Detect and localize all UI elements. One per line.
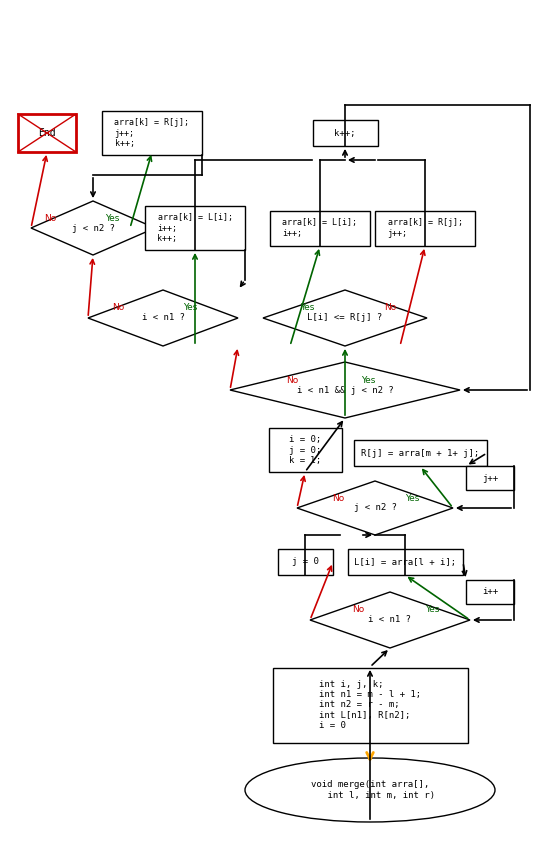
FancyBboxPatch shape xyxy=(348,549,463,575)
Text: L[i] <= R[j] ?: L[i] <= R[j] ? xyxy=(308,314,383,322)
Text: Yes: Yes xyxy=(405,494,419,503)
Text: k++;: k++; xyxy=(334,129,356,137)
Text: j = 0: j = 0 xyxy=(292,558,318,567)
Polygon shape xyxy=(310,592,470,648)
Text: Yes: Yes xyxy=(300,304,314,313)
Text: No: No xyxy=(286,375,298,384)
Text: No: No xyxy=(44,214,56,223)
FancyBboxPatch shape xyxy=(102,111,202,155)
FancyBboxPatch shape xyxy=(312,120,377,146)
Text: arra[k] = R[j];
j++;
k++;: arra[k] = R[j]; j++; k++; xyxy=(115,118,190,148)
Text: j < n2 ?: j < n2 ? xyxy=(353,504,397,512)
Text: L[i] = arra[l + i];: L[i] = arra[l + i]; xyxy=(354,558,456,567)
Text: i = 0;
j = 0;
k = l;: i = 0; j = 0; k = l; xyxy=(289,435,321,465)
FancyBboxPatch shape xyxy=(269,428,342,472)
FancyBboxPatch shape xyxy=(272,668,467,743)
Polygon shape xyxy=(31,201,155,255)
Text: i < n1 ?: i < n1 ? xyxy=(368,616,411,625)
Text: arra[k] = L[i];
i++;
k++;: arra[k] = L[i]; i++; k++; xyxy=(157,213,232,243)
Text: void merge(int arra[],
    int l, int m, int r): void merge(int arra[], int l, int m, int… xyxy=(305,780,434,800)
FancyBboxPatch shape xyxy=(375,210,475,246)
FancyBboxPatch shape xyxy=(278,549,333,575)
Polygon shape xyxy=(88,290,238,346)
FancyBboxPatch shape xyxy=(466,580,514,604)
Text: i++: i++ xyxy=(482,588,498,596)
Polygon shape xyxy=(263,290,427,346)
FancyBboxPatch shape xyxy=(270,210,370,246)
Text: No: No xyxy=(384,304,396,313)
Text: j < n2 ?: j < n2 ? xyxy=(71,224,115,232)
Text: arra[k] = R[j];
j++;: arra[k] = R[j]; j++; xyxy=(387,219,463,238)
Text: j++: j++ xyxy=(482,473,498,483)
Text: End: End xyxy=(38,128,56,138)
FancyBboxPatch shape xyxy=(466,466,514,490)
FancyBboxPatch shape xyxy=(353,440,487,466)
Text: R[j] = arra[m + 1+ j];: R[j] = arra[m + 1+ j]; xyxy=(361,448,479,458)
Text: No: No xyxy=(112,304,124,313)
Text: Yes: Yes xyxy=(425,606,439,615)
Text: i < n1 ?: i < n1 ? xyxy=(141,314,184,322)
Polygon shape xyxy=(297,481,453,535)
Text: No: No xyxy=(332,494,344,503)
Text: Yes: Yes xyxy=(361,375,375,384)
Text: arra[k] = L[i];
i++;: arra[k] = L[i]; i++; xyxy=(282,219,358,238)
Text: Yes: Yes xyxy=(183,304,197,313)
FancyBboxPatch shape xyxy=(145,206,245,250)
Text: No: No xyxy=(352,606,364,615)
Polygon shape xyxy=(230,362,460,418)
FancyBboxPatch shape xyxy=(18,114,76,152)
Text: int i, j, k;
int n1 = m - l + 1;
int n2 = r - m;
int L[n1], R[n2];
i = 0: int i, j, k; int n1 = m - l + 1; int n2 … xyxy=(319,680,421,730)
Ellipse shape xyxy=(245,758,495,822)
Text: i < n1 && j < n2 ?: i < n1 && j < n2 ? xyxy=(297,385,393,394)
Text: Yes: Yes xyxy=(105,214,119,223)
